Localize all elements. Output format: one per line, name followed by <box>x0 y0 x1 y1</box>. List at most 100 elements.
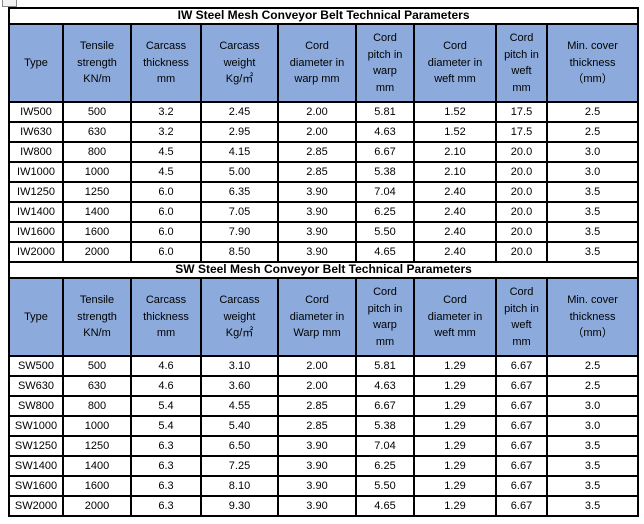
table-row: SW630 630 4.6 3.60 2.00 4.63 1.29 6.67 2.5 <box>8 375 640 397</box>
value-cell: 1400 <box>62 455 132 477</box>
value-cell: 17.5 <box>495 101 548 123</box>
value-cell: 7.90 <box>200 221 279 243</box>
belt-type-cell: SW500 <box>8 355 64 377</box>
value-cell: 3.90 <box>277 201 357 223</box>
value-cell: 3.5 <box>545 221 640 243</box>
value-cell: 1.29 <box>413 395 497 417</box>
value-cell: 5.40 <box>200 415 279 437</box>
value-cell: 6.25 <box>355 201 415 223</box>
value-cell: 6.67 <box>495 415 548 437</box>
value-cell: 5.38 <box>355 161 415 183</box>
column-header: Cord diameter in weft mm <box>413 277 497 357</box>
value-cell: 5.38 <box>355 415 415 437</box>
value-cell: 6.0 <box>130 181 202 203</box>
value-cell: 6.3 <box>130 495 202 517</box>
value-cell: 4.63 <box>355 375 415 397</box>
column-header: Cord diameter in weft mm <box>413 23 497 103</box>
value-cell: 3.5 <box>545 181 640 203</box>
value-cell: 5.81 <box>355 355 415 377</box>
belt-type-cell: IW500 <box>8 101 64 123</box>
value-cell: 2.85 <box>277 161 357 183</box>
value-cell: 3.90 <box>277 455 357 477</box>
value-cell: 2.40 <box>413 241 497 263</box>
value-cell: 3.5 <box>545 241 640 263</box>
value-cell: 2.85 <box>277 395 357 417</box>
value-cell: 2.40 <box>413 181 497 203</box>
value-cell: 1400 <box>62 201 132 223</box>
table-row: SW1000 1000 5.4 5.40 2.85 5.38 1.29 6.67 3.0 <box>8 415 640 437</box>
value-cell: 5.50 <box>355 475 415 497</box>
value-cell: 1.52 <box>413 121 497 143</box>
value-cell: 2.40 <box>413 201 497 223</box>
column-header: Tensile strength KN/m <box>62 23 132 103</box>
table-row: IW800 800 4.5 4.15 2.85 6.67 2.10 20.0 3.0 <box>8 141 640 163</box>
value-cell: 6.3 <box>130 475 202 497</box>
value-cell: 20.0 <box>495 201 548 223</box>
section-title: SW Steel Mesh Conveyor Belt Technical Pa… <box>7 261 640 279</box>
value-cell: 8.10 <box>200 475 279 497</box>
value-cell: 4.15 <box>200 141 279 163</box>
belt-type-cell: SW1400 <box>8 455 64 477</box>
value-cell: 6.3 <box>130 435 202 457</box>
value-cell: 4.55 <box>200 395 279 417</box>
column-header: Carcass weight Kg/㎡ <box>200 23 279 103</box>
table-row: SW500 500 4.6 3.10 2.00 5.81 1.29 6.67 2.5 <box>8 355 640 377</box>
value-cell: 6.25 <box>355 455 415 477</box>
value-cell: 5.4 <box>130 395 202 417</box>
table-header-row: Type Tensile strength KN/m Carcass thickne… <box>8 23 640 103</box>
column-header: Cord diameter in warp mm <box>277 23 357 103</box>
value-cell: 3.0 <box>545 161 640 183</box>
value-cell: 2.5 <box>545 121 640 143</box>
broken-image-icon <box>2 0 17 7</box>
value-cell: 6.50 <box>200 435 279 457</box>
value-cell: 2.45 <box>200 101 279 123</box>
table-row: IW1400 1400 6.0 7.05 3.90 6.25 2.40 20.0 3.5 <box>8 201 640 223</box>
value-cell: 3.5 <box>545 495 640 517</box>
value-cell: 3.2 <box>130 121 202 143</box>
value-cell: 6.3 <box>130 455 202 477</box>
value-cell: 2.5 <box>545 375 640 397</box>
value-cell: 3.90 <box>277 181 357 203</box>
value-cell: 9.30 <box>200 495 279 517</box>
value-cell: 2.5 <box>545 101 640 123</box>
value-cell: 3.90 <box>277 475 357 497</box>
value-cell: 6.67 <box>495 455 548 477</box>
value-cell: 2.95 <box>200 121 279 143</box>
section-title-row: IW Steel Mesh Conveyor Belt Technical Pa… <box>7 7 640 25</box>
value-cell: 3.0 <box>545 395 640 417</box>
table-header-row: Type Tensile strength KN/m Carcass thickne… <box>8 277 640 357</box>
value-cell: 1.29 <box>413 375 497 397</box>
table-row: SW1600 1600 6.3 8.10 3.90 5.50 1.29 6.67 3.5 <box>8 475 640 497</box>
value-cell: 17.5 <box>495 121 548 143</box>
belt-type-cell: SW630 <box>8 375 64 397</box>
value-cell: 1.29 <box>413 415 497 437</box>
belt-type-cell: IW1600 <box>8 221 64 243</box>
value-cell: 2.00 <box>277 121 357 143</box>
value-cell: 3.90 <box>277 435 357 457</box>
value-cell: 20.0 <box>495 181 548 203</box>
value-cell: 6.35 <box>200 181 279 203</box>
value-cell: 7.04 <box>355 181 415 203</box>
value-cell: 1000 <box>62 415 132 437</box>
value-cell: 8.50 <box>200 241 279 263</box>
technical-parameters-sheet: IW Steel Mesh Conveyor Belt Technical Pa… <box>7 7 640 517</box>
column-header: Tensile strength KN/m <box>62 277 132 357</box>
value-cell: 1.29 <box>413 355 497 377</box>
value-cell: 1.29 <box>413 455 497 477</box>
value-cell: 2.85 <box>277 141 357 163</box>
value-cell: 2000 <box>62 241 132 263</box>
table-row: SW800 800 5.4 4.55 2.85 6.67 1.29 6.67 3.0 <box>8 395 640 417</box>
table-row: SW1250 1250 6.3 6.50 3.90 7.04 1.29 6.67 3.5 <box>8 435 640 457</box>
table-row: IW1250 1250 6.0 6.35 3.90 7.04 2.40 20.0 3.5 <box>8 181 640 203</box>
value-cell: 1600 <box>62 221 132 243</box>
belt-type-cell: SW2000 <box>8 495 64 517</box>
column-header: Carcass thickness mm <box>130 23 202 103</box>
value-cell: 4.65 <box>355 241 415 263</box>
value-cell: 1250 <box>62 181 132 203</box>
value-cell: 1.52 <box>413 101 497 123</box>
column-header: Cord pitch in weft mm <box>495 277 548 357</box>
belt-type-cell: IW2000 <box>8 241 64 263</box>
value-cell: 5.81 <box>355 101 415 123</box>
column-header: Cord pitch in warp mm <box>355 23 415 103</box>
value-cell: 1250 <box>62 435 132 457</box>
